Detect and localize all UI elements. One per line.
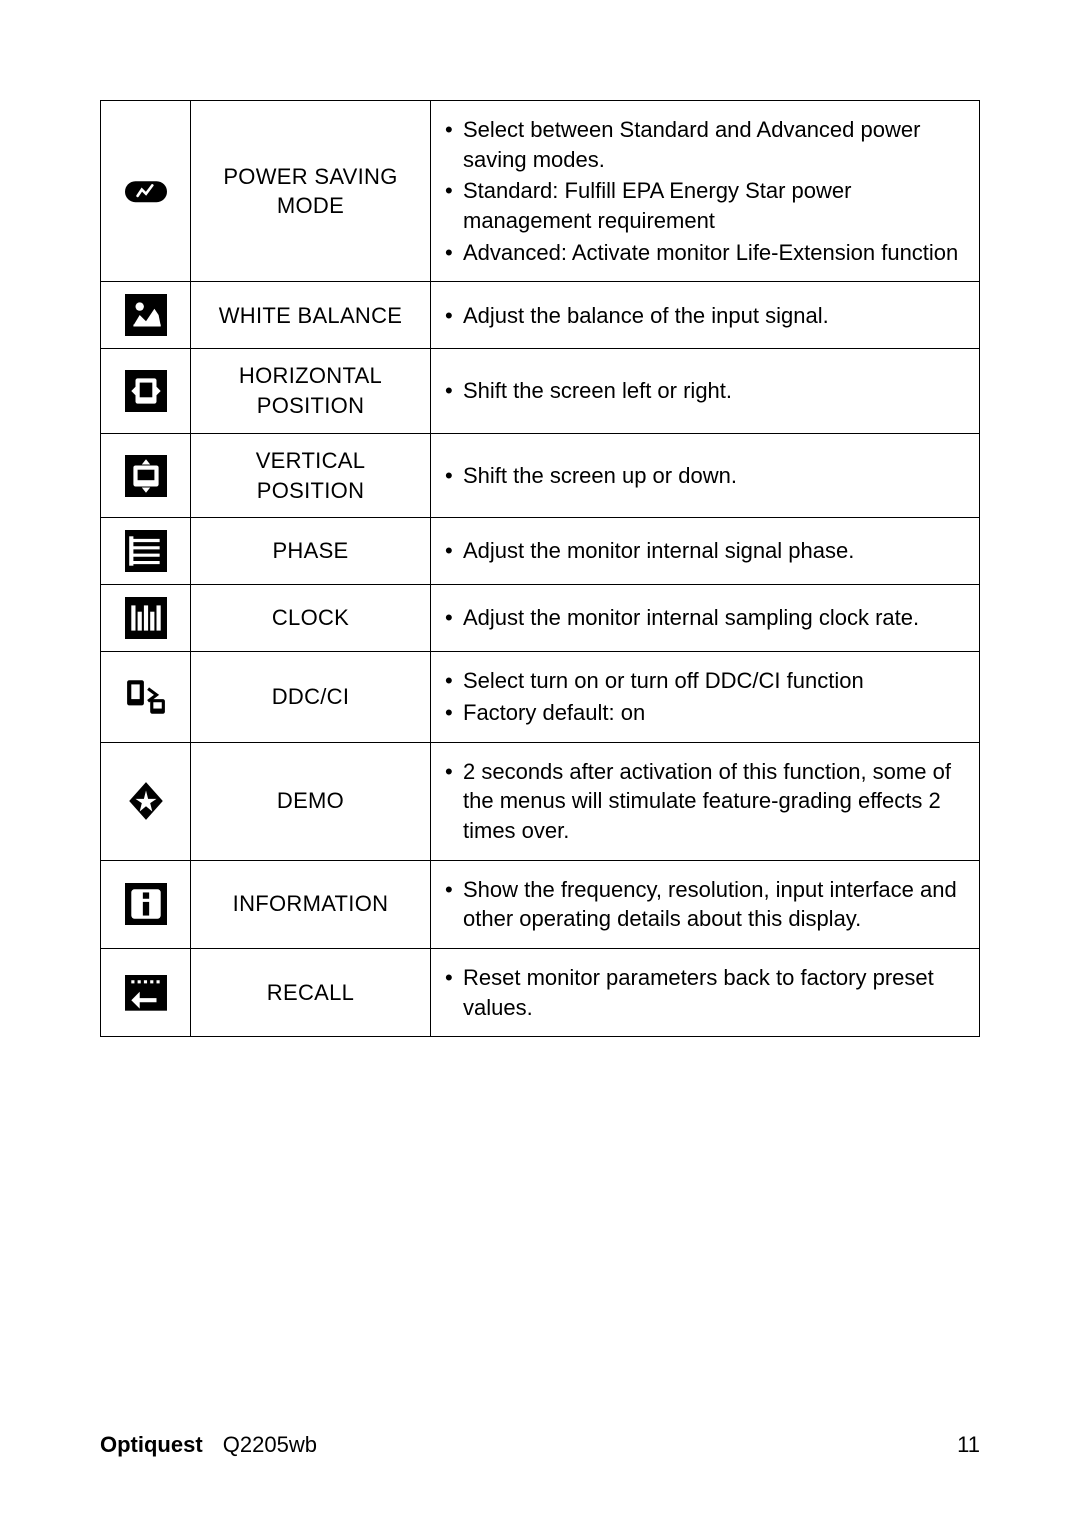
menu-label: HORIZONTALPOSITION	[191, 349, 431, 433]
clock-icon	[101, 585, 191, 652]
description-bullet: 2 seconds after activation of this funct…	[441, 757, 969, 846]
table-row: WHITE BALANCE Adjust the balance of the i…	[101, 282, 980, 349]
menu-description: Adjust the balance of the input signal.	[431, 282, 980, 349]
description-bullet: Adjust the monitor internal signal phase…	[441, 536, 969, 566]
menu-label: CLOCK	[191, 585, 431, 652]
menu-description: Adjust the monitor internal signal phase…	[431, 518, 980, 585]
menu-label: DDC/CI	[191, 652, 431, 742]
page-footer: Optiquest Q2205wb 11	[100, 1432, 980, 1458]
table-row: VERTICALPOSITION Shift the screen up or d…	[101, 433, 980, 517]
vertical-position-icon	[101, 433, 191, 517]
description-bullet: Shift the screen left or right.	[441, 376, 969, 406]
table-row: CLOCK Adjust the monitor internal samplin…	[101, 585, 980, 652]
description-bullet: Select between Standard and Advanced pow…	[441, 115, 969, 174]
information-icon	[101, 860, 191, 948]
footer-brand: Optiquest	[100, 1432, 203, 1457]
power-saving-icon	[101, 101, 191, 282]
menu-label: WHITE BALANCE	[191, 282, 431, 349]
menu-label: POWER SAVINGMODE	[191, 101, 431, 282]
table-row: INFORMATIONShow the frequency, resolutio…	[101, 860, 980, 948]
menu-label: DEMO	[191, 742, 431, 860]
table-row: HORIZONTALPOSITION Shift the screen left …	[101, 349, 980, 433]
menu-description: Select between Standard and Advanced pow…	[431, 101, 980, 282]
menu-description: Reset monitor parameters back to factory…	[431, 949, 980, 1037]
osd-table-body: POWER SAVINGMODESelect between Standard …	[101, 101, 980, 1037]
ddcci-icon	[101, 652, 191, 742]
menu-label: INFORMATION	[191, 860, 431, 948]
osd-menu-table: POWER SAVINGMODESelect between Standard …	[100, 100, 980, 1037]
demo-icon	[101, 742, 191, 860]
description-bullet: Adjust the balance of the input signal.	[441, 301, 969, 331]
menu-description: Show the frequency, resolution, input in…	[431, 860, 980, 948]
menu-description: Shift the screen left or right.	[431, 349, 980, 433]
horizontal-position-icon	[101, 349, 191, 433]
phase-icon	[101, 518, 191, 585]
description-bullet: Standard: Fulfill EPA Energy Star power …	[441, 176, 969, 235]
description-bullet: Advanced: Activate monitor Life-Extensio…	[441, 238, 969, 268]
menu-description: Select turn on or turn off DDC/CI functi…	[431, 652, 980, 742]
footer-model: Q2205wb	[223, 1432, 317, 1457]
menu-label: VERTICALPOSITION	[191, 433, 431, 517]
menu-description: Shift the screen up or down.	[431, 433, 980, 517]
table-row: DDC/CI Select turn on or turn off DDC/CI …	[101, 652, 980, 742]
menu-label: PHASE	[191, 518, 431, 585]
table-row: RECALLReset monitor parameters back to f…	[101, 949, 980, 1037]
menu-description: Adjust the monitor internal sampling clo…	[431, 585, 980, 652]
description-bullet: Reset monitor parameters back to factory…	[441, 963, 969, 1022]
table-row: POWER SAVINGMODESelect between Standard …	[101, 101, 980, 282]
table-row: PHASE Adjust the monitor internal signal …	[101, 518, 980, 585]
footer-page-number: 11	[957, 1432, 980, 1458]
description-bullet: Select turn on or turn off DDC/CI functi…	[441, 666, 969, 696]
menu-label: RECALL	[191, 949, 431, 1037]
recall-icon	[101, 949, 191, 1037]
menu-description: 2 seconds after activation of this funct…	[431, 742, 980, 860]
description-bullet: Adjust the monitor internal sampling clo…	[441, 603, 969, 633]
description-bullet: Shift the screen up or down.	[441, 461, 969, 491]
description-bullet: Factory default: on	[441, 698, 969, 728]
table-row: DEMO2 seconds after activation of this f…	[101, 742, 980, 860]
white-balance-icon	[101, 282, 191, 349]
description-bullet: Show the frequency, resolution, input in…	[441, 875, 969, 934]
